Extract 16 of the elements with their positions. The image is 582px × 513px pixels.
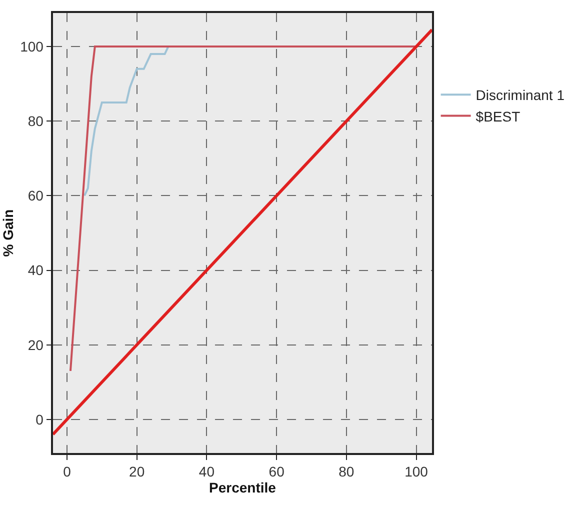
y-tick-label: 40 bbox=[28, 262, 44, 278]
y-tick-label: 0 bbox=[36, 411, 44, 428]
y-tick-label: 60 bbox=[28, 188, 44, 204]
legend-label: $BEST bbox=[476, 108, 521, 124]
y-tick-label: 100 bbox=[20, 38, 44, 54]
x-tick-label: 20 bbox=[129, 464, 145, 480]
legend-label: Discriminant 1 bbox=[476, 87, 565, 104]
x-tick-label: 60 bbox=[268, 464, 285, 480]
y-axis-title: % Gain bbox=[0, 209, 16, 257]
x-axis-title: Percentile bbox=[209, 480, 276, 496]
x-tick-label: 80 bbox=[338, 464, 354, 480]
y-tick-label: 80 bbox=[28, 113, 44, 130]
y-tick-label: 20 bbox=[28, 336, 44, 353]
x-tick-label: 40 bbox=[198, 464, 215, 480]
x-tick-label: 100 bbox=[404, 464, 428, 480]
x-tick-label: 0 bbox=[63, 464, 72, 480]
